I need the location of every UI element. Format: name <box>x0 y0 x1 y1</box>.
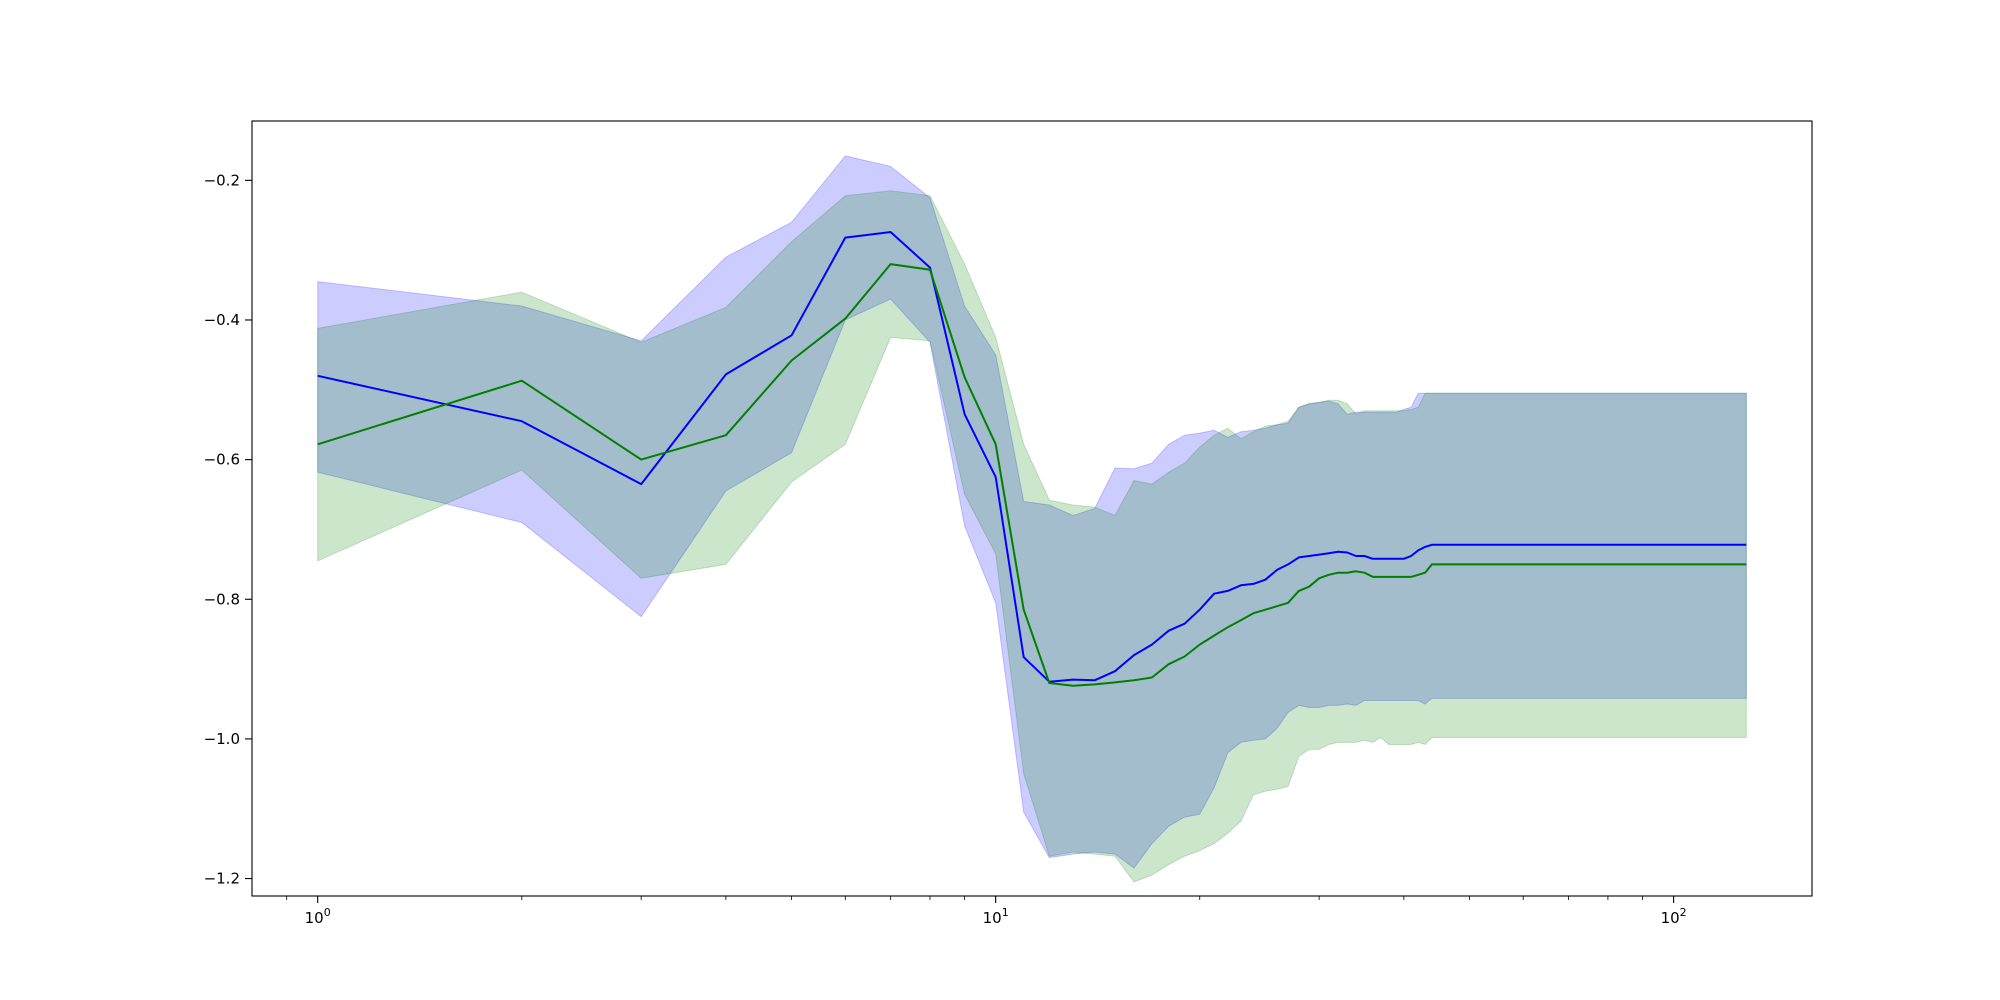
series-lines <box>317 231 1747 687</box>
y-tick-label: −0.8 <box>204 590 240 608</box>
y-tick-label: −0.4 <box>204 311 240 329</box>
y-axis: −0.2 −0.4 −0.6 −0.8 −1.0 −1.2 <box>204 171 252 888</box>
y-tick-label: −0.2 <box>204 171 240 189</box>
confidence-bands <box>317 155 1747 883</box>
x-tick-label: 100 <box>305 906 331 927</box>
plot-frame <box>251 120 1813 897</box>
band-series-0 <box>317 155 1747 869</box>
band-series-1 <box>317 190 1747 883</box>
line-series-1 <box>317 263 1747 687</box>
y-tick-label: −0.6 <box>204 451 240 469</box>
line-series-0 <box>317 231 1747 683</box>
x-tick-label: 102 <box>1661 906 1687 927</box>
x-axis: 100 101 102 <box>286 896 1687 927</box>
y-tick-label: −1.2 <box>204 870 240 888</box>
y-tick-label: −1.0 <box>204 730 240 748</box>
x-tick-label: 101 <box>983 906 1009 927</box>
